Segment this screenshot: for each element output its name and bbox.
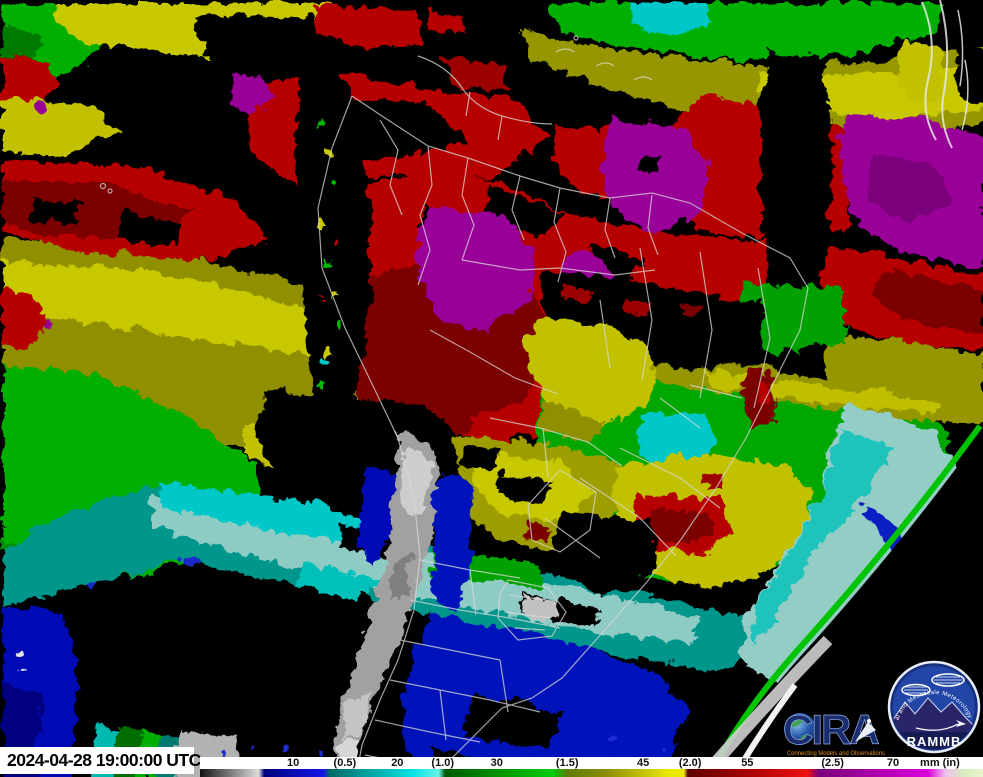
satellite-dish-icon (855, 722, 876, 742)
colorbar-tick-label: (0.5) (333, 757, 357, 769)
rammb-clouds-icon (901, 673, 965, 697)
rammb-wordmark: RAMMB (907, 734, 962, 749)
colorbar-tick-label: (2.5) (821, 757, 844, 769)
rammb-jet-trail (915, 723, 959, 731)
rammb-jet-icon (956, 720, 966, 727)
colorbar-tick-label: 70 (886, 757, 900, 769)
colorbar-tick-label: 20 (391, 757, 404, 769)
globe-land (800, 734, 812, 742)
colorbar-tick-label: (1.0) (431, 757, 455, 769)
globe-land (792, 717, 804, 727)
colorbar-tick-labels: 10 (0.5) 20 (1.0) 30 (1.5) 45 (2.0) 55 (2.5) 70 mm … (200, 757, 983, 769)
colorbar-tick-label: 55 (741, 757, 754, 769)
top-right-limb-wisps (921, 0, 969, 149)
timestamp-label: 2024-04-28 19:00:00 UTC (0, 747, 201, 774)
satellite-dish-feed (867, 719, 871, 723)
cira-tagline: Connecting Models and Observations (787, 751, 885, 757)
colorbar-tick-label: 10 (287, 757, 300, 769)
colorbar-tick-label: (2.0) (678, 757, 702, 769)
colorbar-tick-label: mm (in) (920, 757, 960, 769)
colorbar-tick-label: 45 (637, 757, 650, 769)
colorbar-tick-label: (1.5) (555, 757, 579, 769)
colorbar-legend: 10 (0.5) 20 (1.0) 30 (1.5) 45 (2.0) 55 (2.5) 70 mm … (200, 757, 983, 777)
colorbar-tick-label: 30 (490, 757, 503, 769)
country-borders (99, 35, 809, 777)
colorbar-gradient (200, 769, 983, 777)
cira-logo: CIRA Connecting Models and Observations (783, 706, 885, 757)
